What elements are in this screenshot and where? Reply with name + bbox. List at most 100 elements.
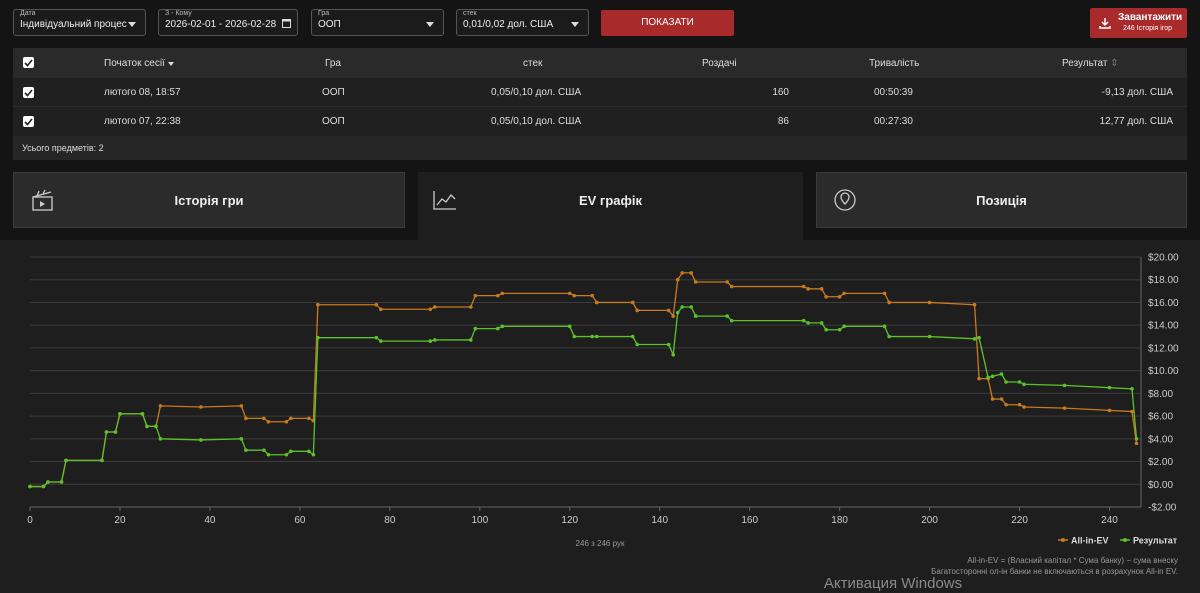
point bbox=[1004, 380, 1008, 384]
filter-range[interactable]: З - Кому 2026-02-01 - 2026-02-28 bbox=[158, 9, 298, 36]
tab-label: Позиція bbox=[976, 192, 1027, 208]
x-tick-label: 20 bbox=[114, 515, 126, 526]
point bbox=[1107, 385, 1112, 390]
point bbox=[316, 335, 320, 340]
point bbox=[572, 334, 577, 339]
point bbox=[837, 327, 842, 332]
point bbox=[244, 416, 248, 421]
point bbox=[239, 404, 244, 408]
checkbox[interactable] bbox=[23, 116, 34, 127]
point bbox=[927, 334, 932, 339]
point bbox=[819, 287, 824, 291]
footer-text: Усього предметів: 2 bbox=[22, 143, 104, 153]
filter-stake[interactable]: стек 0,01/0,02 дол. США bbox=[456, 9, 589, 36]
point bbox=[495, 326, 500, 331]
tab-label: EV графік bbox=[578, 192, 643, 208]
point bbox=[842, 291, 846, 296]
point bbox=[495, 293, 500, 298]
cell: -9,13 дол. США bbox=[1101, 87, 1173, 98]
point bbox=[239, 437, 244, 441]
cell: ООП bbox=[322, 87, 345, 98]
legend-label: Результат bbox=[1133, 536, 1178, 546]
point bbox=[675, 277, 680, 282]
filter-value: 0,01/0,02 дол. США bbox=[463, 19, 554, 30]
point bbox=[1134, 437, 1139, 441]
cell: ООП bbox=[322, 116, 345, 127]
x-tick-label: 120 bbox=[561, 515, 578, 526]
point bbox=[824, 327, 828, 332]
table-row[interactable]: лютого 07, 22:38 ООП 0,05/0,10 дол. США … bbox=[13, 107, 1187, 136]
cell: 0,05/0,10 дол. США bbox=[491, 87, 582, 98]
y-tick-label: $10.00 bbox=[1148, 366, 1179, 377]
point bbox=[1062, 406, 1067, 410]
point bbox=[693, 314, 698, 318]
point bbox=[630, 334, 635, 339]
download-button[interactable]: Завантажити 246 Історія ігор bbox=[1090, 8, 1187, 38]
point bbox=[28, 484, 32, 489]
point bbox=[842, 324, 846, 329]
header[interactable]: Результат ⇕ bbox=[1062, 58, 1119, 69]
header[interactable]: Гра bbox=[325, 58, 341, 69]
show-button[interactable]: ПОКАЗАТИ bbox=[601, 10, 734, 36]
y-tick-label: $8.00 bbox=[1148, 389, 1173, 400]
point bbox=[675, 310, 680, 315]
point bbox=[199, 405, 203, 409]
point bbox=[262, 448, 266, 452]
point bbox=[572, 293, 577, 298]
point bbox=[266, 452, 271, 457]
cell: лютого 08, 18:57 bbox=[104, 87, 181, 98]
download-subtitle: 246 Історія ігор bbox=[1123, 25, 1173, 32]
table-row[interactable]: лютого 08, 18:57 ООП 0,05/0,10 дол. США … bbox=[13, 78, 1187, 107]
point bbox=[671, 314, 676, 318]
point bbox=[469, 338, 473, 342]
point bbox=[999, 397, 1004, 401]
y-tick-label: $6.00 bbox=[1148, 412, 1173, 423]
point bbox=[635, 342, 640, 347]
cell: 86 bbox=[777, 116, 789, 127]
header[interactable]: стек bbox=[523, 58, 543, 69]
point bbox=[806, 287, 810, 291]
tab-active[interactable]: EV графік bbox=[418, 172, 803, 240]
tab[interactable]: Позиція bbox=[816, 172, 1187, 228]
point bbox=[680, 271, 685, 275]
header[interactable]: Роздачі bbox=[702, 58, 737, 69]
filter-game[interactable]: Гра ООП bbox=[311, 9, 444, 36]
x-tick-label: 60 bbox=[294, 515, 306, 526]
point bbox=[46, 480, 50, 484]
point bbox=[289, 416, 293, 421]
point bbox=[500, 324, 505, 329]
point bbox=[999, 372, 1004, 376]
x-tick-label: 80 bbox=[384, 515, 396, 526]
point bbox=[199, 438, 203, 442]
checkbox[interactable] bbox=[23, 57, 34, 68]
point bbox=[689, 305, 694, 309]
y-tick-label: $20.00 bbox=[1148, 253, 1179, 264]
point bbox=[100, 458, 104, 463]
point bbox=[887, 300, 891, 305]
point bbox=[473, 293, 478, 298]
filter-date[interactable]: Дата Індивідуальний процес bbox=[13, 9, 146, 36]
point bbox=[801, 284, 806, 289]
cell: 12,77 дол. США bbox=[1099, 116, 1173, 127]
point bbox=[977, 376, 981, 381]
point bbox=[1107, 408, 1112, 413]
y-tick-label: $0.00 bbox=[1148, 480, 1173, 491]
filter-label: Дата bbox=[20, 10, 36, 17]
point bbox=[990, 374, 995, 379]
point bbox=[473, 326, 478, 331]
point bbox=[671, 352, 676, 357]
point bbox=[972, 337, 977, 341]
point bbox=[469, 305, 473, 309]
y-tick-label: $2.00 bbox=[1148, 457, 1173, 468]
point bbox=[986, 375, 990, 380]
point bbox=[630, 300, 635, 305]
point bbox=[990, 397, 995, 401]
checkbox[interactable] bbox=[23, 87, 34, 98]
legend-dot bbox=[1061, 538, 1065, 542]
header[interactable]: Тривалість bbox=[869, 58, 920, 69]
tab[interactable]: Історія гри bbox=[13, 172, 405, 228]
series-line bbox=[30, 306, 1138, 488]
point bbox=[819, 321, 824, 325]
point bbox=[837, 294, 842, 299]
header[interactable]: Початок сесії bbox=[104, 58, 174, 69]
